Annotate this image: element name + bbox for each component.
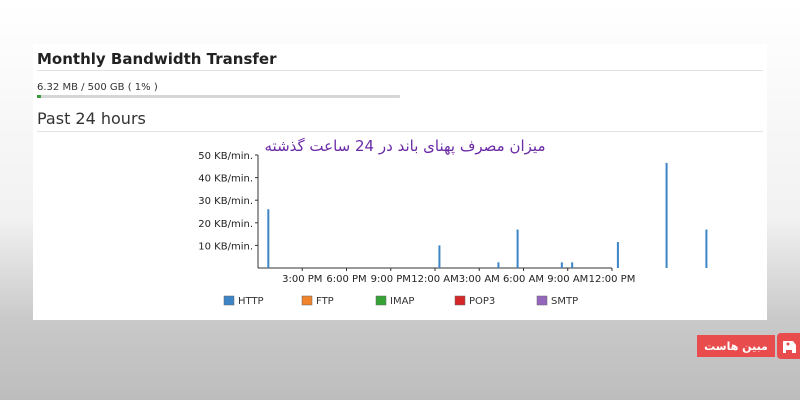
x-tick-label: 6:00 PM	[326, 274, 366, 285]
y-tick-label: 50 KB/min.	[198, 151, 253, 162]
x-tick-label: 9:00 AM	[547, 274, 588, 285]
legend-swatch	[454, 295, 466, 306]
http-bar	[571, 262, 574, 268]
legend-swatch	[301, 295, 313, 306]
http-bar	[560, 262, 563, 268]
x-tick-label: 12:00 AM	[411, 274, 458, 285]
legend-label: FTP	[316, 296, 334, 307]
x-tick-label: 9:00 PM	[371, 274, 411, 285]
x-tick-label: 3:00 AM	[459, 274, 500, 285]
legend-swatch	[375, 295, 387, 306]
brand-logo-icon	[777, 333, 800, 359]
http-bar	[497, 262, 500, 268]
y-tick-label: 10 KB/min.	[198, 241, 253, 252]
persian-caption: میزان مصرف پهنای باند در 24 ساعت گذشته	[265, 137, 546, 156]
usage-progress-bar	[37, 95, 400, 98]
chart-subtitle: Past 24 hours	[37, 109, 146, 128]
usage-progress-fill	[37, 95, 41, 98]
bandwidth-panel: Monthly Bandwidth Transfer 6.32 MB / 500…	[33, 44, 767, 320]
x-tick-label: 6:00 AM	[503, 274, 544, 285]
legend-label: SMTP	[551, 296, 578, 307]
y-tick-label: 30 KB/min.	[198, 196, 253, 207]
y-tick-label: 20 KB/min.	[198, 219, 253, 230]
http-bar	[665, 162, 668, 268]
http-bar	[267, 209, 270, 268]
x-tick-label: 12:00 PM	[589, 274, 636, 285]
x-tick-label: 3:00 PM	[282, 274, 322, 285]
title-divider	[37, 70, 763, 71]
usage-text: 6.32 MB / 500 GB ( 1% )	[37, 82, 158, 93]
legend-label: IMAP	[390, 296, 414, 307]
legend-label: POP3	[469, 296, 495, 307]
http-bar	[616, 242, 619, 268]
panel-title: Monthly Bandwidth Transfer	[37, 50, 277, 68]
http-bar	[705, 229, 708, 268]
y-tick-label: 40 KB/min.	[198, 174, 253, 185]
brand-label: مبین هاست	[697, 335, 775, 357]
legend-swatch	[223, 295, 235, 306]
legend-swatch	[536, 295, 548, 306]
http-bar	[438, 245, 441, 268]
legend-label: HTTP	[238, 296, 264, 307]
http-bar	[516, 229, 519, 268]
subtitle-divider	[37, 131, 763, 132]
